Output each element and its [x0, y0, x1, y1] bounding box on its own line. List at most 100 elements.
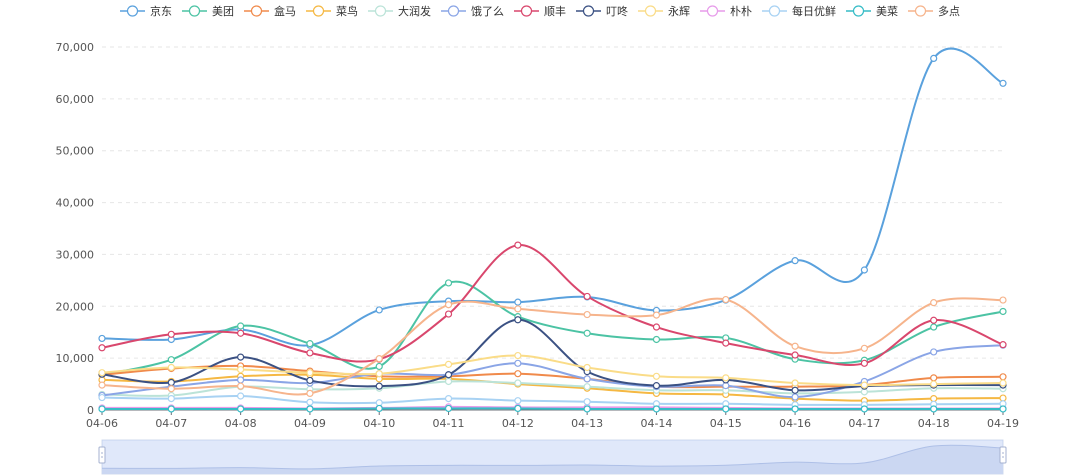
data-point[interactable]: [514, 305, 522, 313]
slider-selection[interactable]: [102, 440, 1003, 474]
data-point[interactable]: [306, 389, 314, 398]
data-point[interactable]: [375, 355, 383, 363]
data-point[interactable]: [791, 342, 799, 350]
data-point[interactable]: [652, 311, 661, 319]
legend-item[interactable]: 盒马: [244, 4, 296, 18]
data-point[interactable]: [583, 405, 591, 413]
data-point[interactable]: [514, 351, 522, 360]
data-point[interactable]: [860, 266, 868, 274]
data-point[interactable]: [306, 369, 314, 377]
data-point[interactable]: [583, 292, 591, 301]
data-point[interactable]: [98, 369, 106, 377]
legend-item[interactable]: 朴朴: [700, 4, 752, 18]
legend-item[interactable]: 每日优鲜: [762, 4, 836, 18]
data-point[interactable]: [98, 393, 106, 402]
data-point[interactable]: [306, 349, 314, 357]
data-point[interactable]: [375, 404, 383, 413]
data-point[interactable]: [444, 377, 453, 386]
data-point[interactable]: [237, 329, 245, 337]
legend-item[interactable]: 永辉: [638, 4, 690, 18]
data-point[interactable]: [583, 383, 591, 391]
data-point[interactable]: [167, 356, 175, 364]
datazoom-slider[interactable]: [98, 439, 1007, 475]
data-point[interactable]: [167, 385, 175, 393]
data-point[interactable]: [237, 322, 245, 330]
data-point[interactable]: [444, 360, 453, 368]
data-point[interactable]: [860, 388, 868, 396]
legend-item[interactable]: 大润发: [368, 4, 431, 18]
legend-item[interactable]: 京东: [120, 4, 172, 18]
data-point[interactable]: [375, 362, 383, 371]
data-point[interactable]: [375, 399, 383, 407]
data-point[interactable]: [999, 307, 1007, 316]
data-point[interactable]: [999, 373, 1007, 381]
data-point[interactable]: [999, 296, 1007, 304]
data-point[interactable]: [930, 54, 938, 63]
legend-item[interactable]: 多点: [908, 4, 960, 18]
data-point[interactable]: [444, 301, 453, 309]
data-point[interactable]: [167, 330, 175, 338]
data-point[interactable]: [791, 405, 799, 413]
data-point[interactable]: [514, 397, 522, 405]
data-point[interactable]: [514, 359, 522, 367]
data-point[interactable]: [444, 394, 453, 403]
data-point[interactable]: [167, 378, 175, 387]
data-point[interactable]: [444, 279, 453, 287]
data-point[interactable]: [930, 316, 938, 324]
data-point[interactable]: [860, 359, 868, 367]
data-point[interactable]: [237, 392, 245, 400]
data-point[interactable]: [860, 344, 868, 352]
data-point[interactable]: [514, 370, 522, 378]
data-point[interactable]: [791, 386, 799, 394]
data-point[interactable]: [722, 339, 730, 347]
data-point[interactable]: [444, 371, 453, 379]
data-point[interactable]: [98, 334, 106, 343]
data-point[interactable]: [306, 405, 314, 413]
legend-item[interactable]: 叮咚: [576, 4, 628, 18]
data-point[interactable]: [583, 310, 591, 319]
data-point[interactable]: [514, 316, 522, 324]
legend-item[interactable]: 菜鸟: [306, 4, 358, 18]
data-point[interactable]: [860, 405, 868, 413]
data-point[interactable]: [514, 298, 522, 306]
data-point[interactable]: [999, 341, 1007, 349]
slider-handle-grip[interactable]: [999, 446, 1007, 464]
data-point[interactable]: [652, 372, 661, 380]
data-point[interactable]: [375, 382, 383, 390]
data-point[interactable]: [237, 365, 245, 374]
data-point[interactable]: [930, 323, 938, 331]
data-point[interactable]: [237, 376, 245, 384]
data-point[interactable]: [514, 379, 522, 387]
slider-handle[interactable]: [98, 446, 106, 464]
data-point[interactable]: [791, 257, 799, 265]
data-point[interactable]: [306, 340, 314, 348]
legend[interactable]: 京东 美团 盒马 菜鸟 大润发 饿了么 顺丰 叮咚 永辉 朴朴 每日优鲜 美菜 多点: [120, 4, 960, 18]
data-point[interactable]: [652, 335, 661, 344]
data-point[interactable]: [237, 382, 245, 390]
data-point[interactable]: [167, 394, 175, 403]
data-point[interactable]: [444, 310, 453, 318]
data-point[interactable]: [375, 370, 383, 378]
data-point[interactable]: [930, 299, 938, 307]
data-point[interactable]: [791, 393, 799, 401]
slider-handle-grip[interactable]: [98, 446, 106, 464]
data-point[interactable]: [583, 398, 591, 406]
data-point[interactable]: [583, 329, 591, 337]
data-point[interactable]: [652, 323, 661, 331]
data-point[interactable]: [375, 306, 383, 314]
data-point[interactable]: [722, 405, 730, 413]
data-point[interactable]: [999, 405, 1007, 413]
data-point[interactable]: [999, 379, 1007, 387]
legend-item[interactable]: 饿了么: [441, 4, 504, 18]
data-point[interactable]: [237, 353, 245, 361]
data-point[interactable]: [306, 376, 314, 385]
data-point[interactable]: [999, 394, 1007, 402]
data-point[interactable]: [930, 380, 938, 388]
legend-item[interactable]: 美团: [182, 5, 234, 18]
data-point[interactable]: [98, 405, 106, 413]
data-point[interactable]: [999, 79, 1007, 87]
data-point[interactable]: [444, 404, 453, 413]
data-point[interactable]: [930, 405, 938, 413]
data-point[interactable]: [306, 398, 314, 406]
data-point[interactable]: [583, 363, 591, 372]
